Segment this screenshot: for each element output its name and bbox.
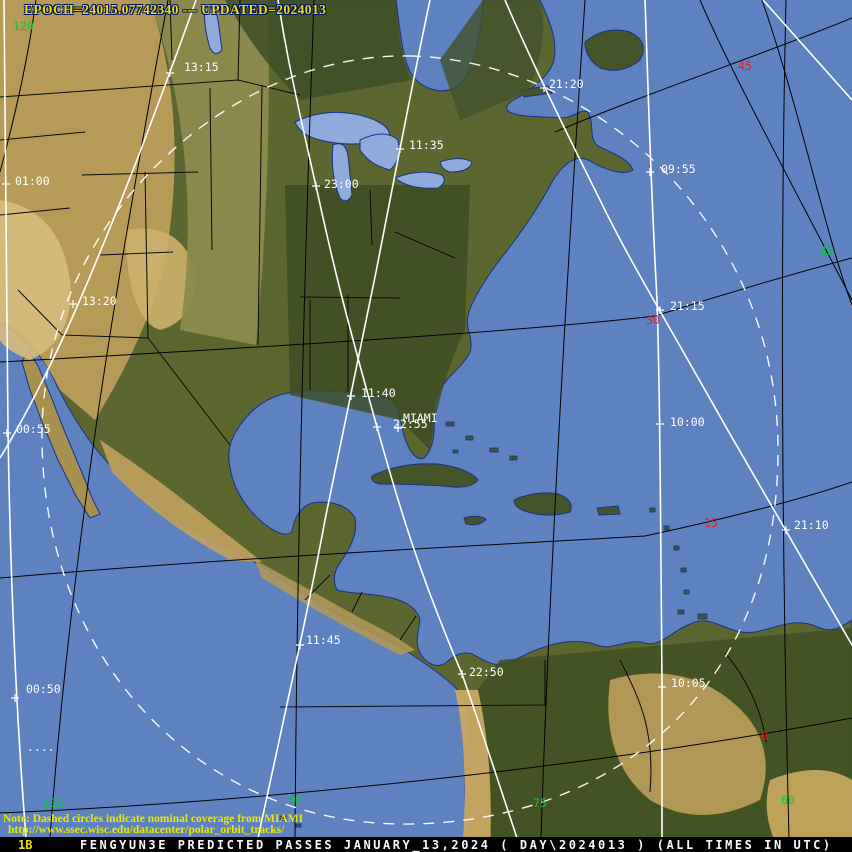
track-2120 [504, 0, 852, 646]
pass-tick-mark [658, 683, 666, 691]
pass-tick-mark [656, 306, 664, 314]
pass-tick-mark [540, 84, 548, 92]
pass-tick-mark [373, 423, 381, 431]
pass-tick-mark [312, 182, 320, 190]
pass-tick-mark [782, 526, 790, 534]
pass-tick-mark [394, 424, 402, 432]
pass-tick-mark [347, 392, 355, 400]
source-url-text[interactable]: http://www.ssec.wisc.edu/datacenter/pola… [8, 824, 285, 836]
pass-tick-mark [656, 420, 664, 428]
borders [0, 0, 767, 793]
pass-tick-mark [11, 694, 19, 702]
track-0955 [644, 0, 663, 838]
epoch-status-text: EPOCH=24015.07742340 --- UPDATED=2024013 [24, 2, 327, 17]
title-bar-text: FENGYUN3E PREDICTED PASSES JANUARY_13,20… [80, 838, 833, 852]
pass-tick-mark [3, 429, 11, 437]
track-1315 [0, 0, 197, 459]
pass-tick-mark [296, 641, 304, 649]
coverage-note-text: Note: Dashed circles indicate nominal co… [3, 813, 304, 825]
pass-tick-mark [2, 180, 10, 188]
track-unlabeled [762, 0, 852, 101]
pass-tick-mark [646, 168, 654, 176]
lake-michigan [331, 143, 353, 202]
pass-tick-mark [458, 670, 466, 678]
title-bar: 1B FENGYUN3E PREDICTED PASSES JANUARY_13… [0, 837, 852, 852]
lakes [204, 7, 473, 202]
track-0100 [3, 0, 27, 839]
pass-tick-mark [166, 69, 174, 77]
lake-ontario [439, 158, 473, 173]
coverage-circle [41, 55, 779, 825]
pass-tick-mark [69, 300, 77, 308]
pass-tick-mark [396, 145, 404, 153]
lake-erie [394, 171, 445, 189]
track-tick-marks [2, 69, 790, 702]
title-bar-id: 1B [18, 838, 33, 852]
lake-winnipeg [204, 7, 223, 54]
track-1135 [257, 0, 431, 839]
